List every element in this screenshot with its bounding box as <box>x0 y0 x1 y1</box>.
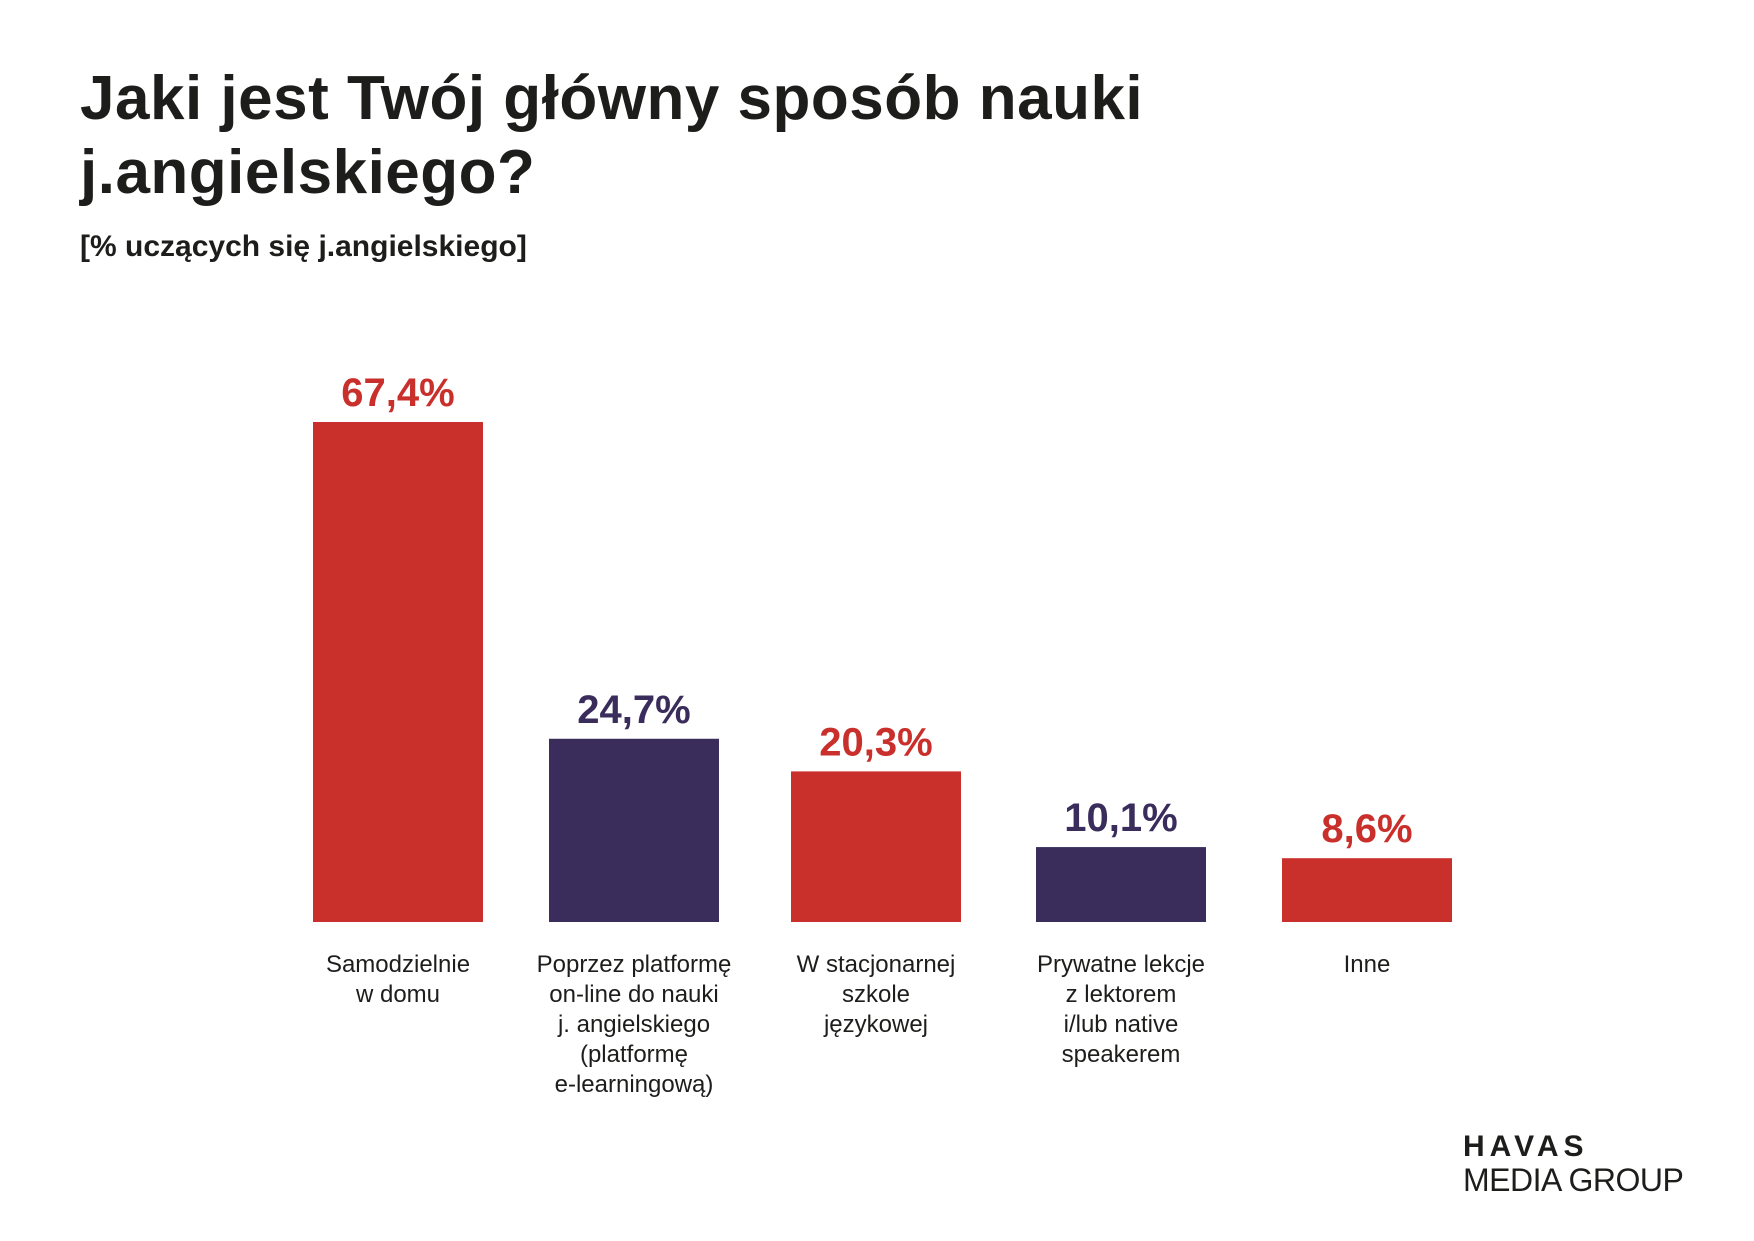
category-label-line: speakerem <box>1062 1041 1181 1068</box>
bar-3 <box>791 771 961 922</box>
category-label-line: W stacjonarnej <box>797 951 956 978</box>
category-label-line: Poprzez platformę <box>537 951 732 978</box>
category-label-line: i/lub native <box>1064 1011 1179 1038</box>
category-label-2: Poprzez platformę on-line do nauki j. angi… <box>537 951 732 1098</box>
category-label-line: (platformę <box>580 1041 688 1068</box>
havas-media-group-logo: HAVAS MEDIA GROUP <box>1463 1130 1684 1199</box>
category-label-line: językowej <box>823 1011 928 1038</box>
chart-title: Jaki jest Twój główny sposób nauki j.ang… <box>80 64 1144 207</box>
category-label-line: Inne <box>1344 951 1391 978</box>
bar-value-label-5: 8,6% <box>1321 807 1412 851</box>
bar-value-label-3: 20,3% <box>819 720 932 764</box>
category-label-line: w domu <box>355 981 440 1008</box>
category-label-line: Prywatne lekcje <box>1037 951 1205 978</box>
category-label-1: Samodzielnie w domu <box>326 951 470 1008</box>
category-label-line: j. angielskiego <box>557 1011 710 1038</box>
bar-4 <box>1036 847 1206 922</box>
category-label-3: W stacjonarnej szkole językowej <box>797 951 956 1038</box>
category-label-line: on-line do nauki <box>549 981 718 1008</box>
category-label-5: Inne <box>1344 951 1391 978</box>
chart-subtitle: [% uczących się j.angielskiego] <box>80 230 527 263</box>
bar-value-label-4: 10,1% <box>1064 796 1177 840</box>
category-label-line: Samodzielnie <box>326 951 470 978</box>
bar-1 <box>313 422 483 922</box>
category-label-line: szkole <box>842 981 910 1008</box>
bar-value-label-2: 24,7% <box>577 688 690 732</box>
logo-media-group-text: MEDIA GROUP <box>1463 1162 1684 1198</box>
logo-havas-text: HAVAS <box>1463 1130 1589 1163</box>
bar-2 <box>549 738 719 922</box>
category-label-line: z lektorem <box>1066 981 1177 1008</box>
category-label-line: e-learningową) <box>555 1071 714 1098</box>
category-label-4: Prywatne lekcje z lektorem i/lub native spe… <box>1037 951 1205 1068</box>
bar-value-label-1: 67,4% <box>341 371 454 415</box>
bar-5 <box>1282 858 1452 922</box>
